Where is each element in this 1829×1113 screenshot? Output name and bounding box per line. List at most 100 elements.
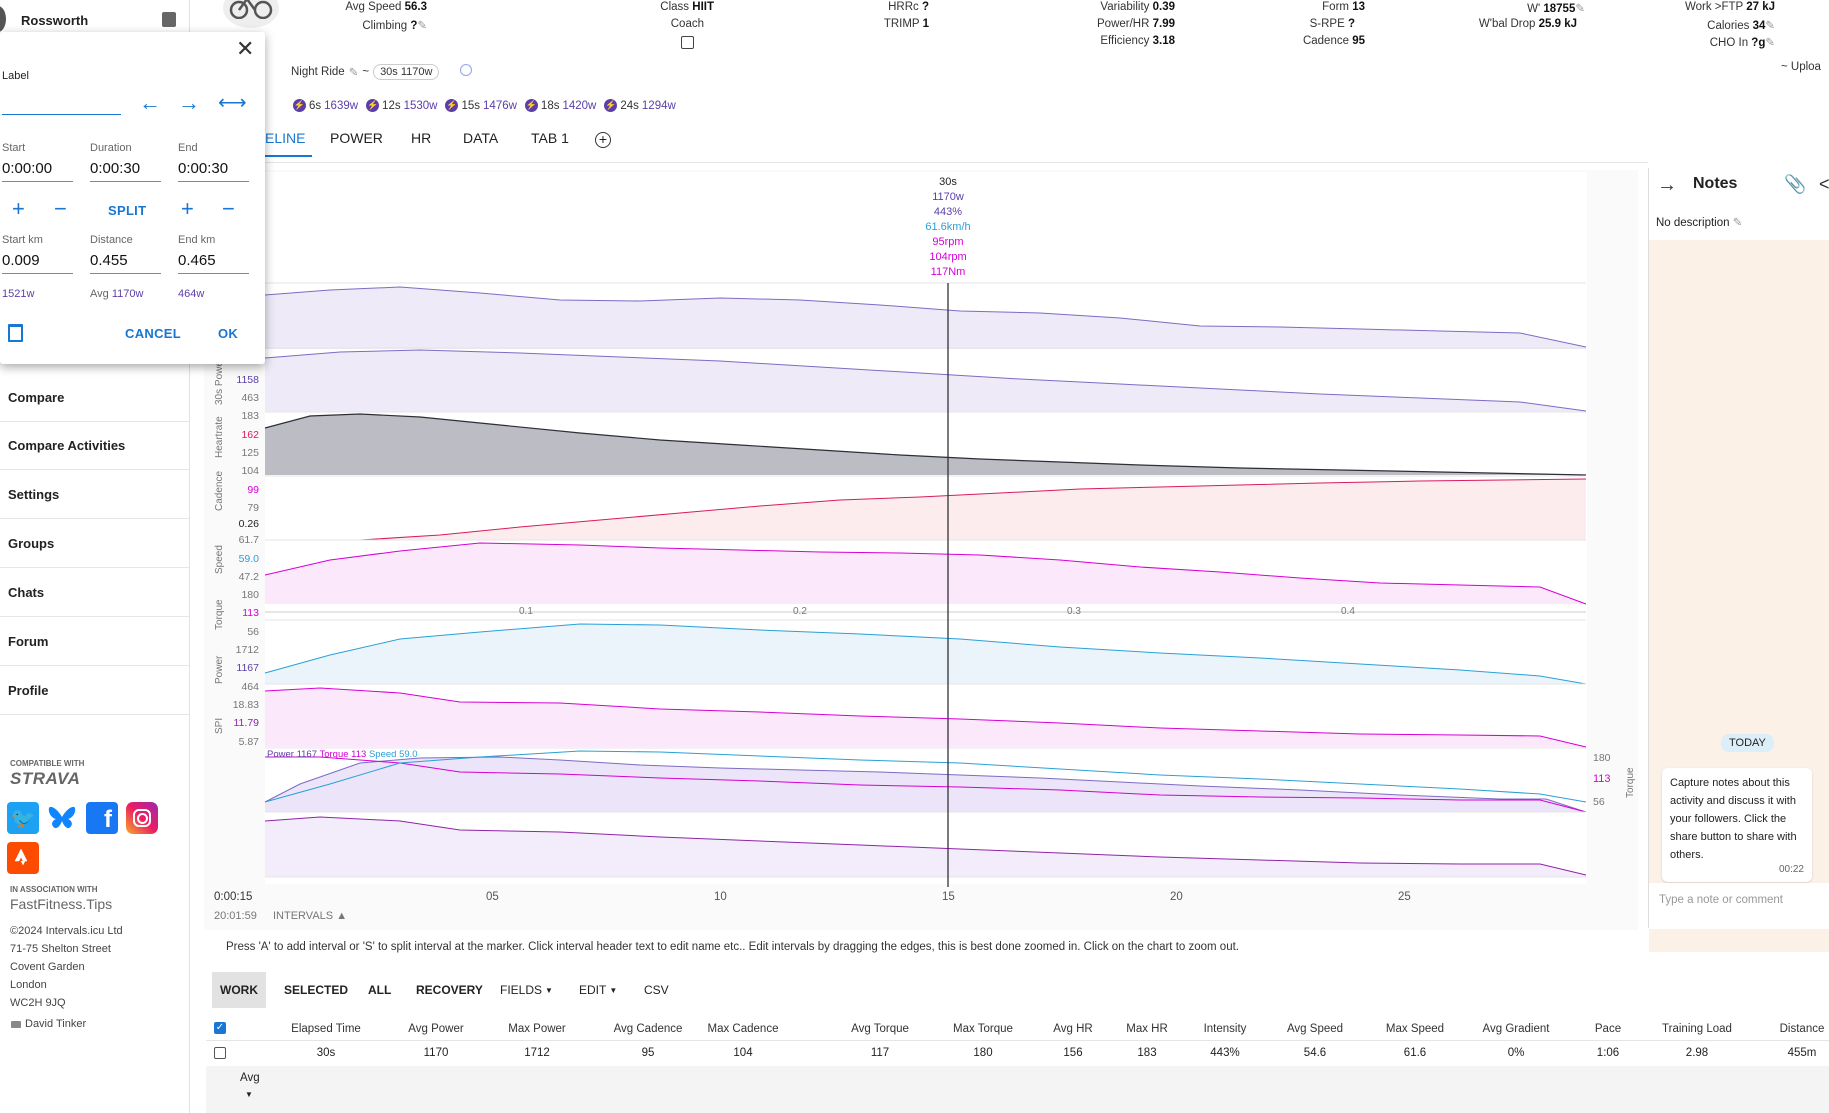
share-icon[interactable]: <: [1819, 174, 1829, 194]
activity-name[interactable]: Night Ride: [291, 66, 345, 78]
author-link[interactable]: David Tinker: [25, 1018, 87, 1030]
interval-chip[interactable]: 30s 1170w: [373, 64, 440, 80]
table-header[interactable]: Intensity: [1203, 1023, 1247, 1035]
start-plus-icon[interactable]: +: [12, 196, 25, 221]
table-header[interactable]: Avg Power: [408, 1023, 464, 1035]
edit-pencil-icon[interactable]: ✎: [1575, 3, 1585, 15]
btn-work[interactable]: WORK: [212, 972, 266, 1008]
table-header[interactable]: Max HR: [1126, 1023, 1168, 1035]
user-name[interactable]: Rossworth: [21, 13, 89, 28]
fastfitness-link[interactable]: FastFitness.Tips: [10, 896, 113, 912]
tab-power[interactable]: POWER: [330, 130, 383, 146]
table-header[interactable]: Elapsed Time: [291, 1023, 361, 1035]
add-tab-icon[interactable]: +: [595, 132, 611, 148]
sidebar-item-groups[interactable]: Groups: [0, 520, 189, 568]
table-header[interactable]: Avg Torque: [851, 1023, 909, 1035]
chart-legend: Power 1167 Torque 113 Speed 59.0: [267, 749, 418, 760]
upload-link[interactable]: ~ Uploa: [1781, 61, 1821, 73]
notes-description[interactable]: No description ✎: [1656, 215, 1742, 229]
cancel-button[interactable]: CANCEL: [125, 326, 181, 341]
row-checkbox[interactable]: [214, 1047, 226, 1059]
edit-pencil-icon[interactable]: ✎: [348, 67, 359, 79]
ok-button[interactable]: OK: [218, 326, 239, 341]
document-icon[interactable]: [162, 12, 176, 27]
peak-chip[interactable]: ⚡ 12s 1530w: [366, 99, 437, 112]
search-icon[interactable]: [460, 64, 472, 76]
tab-1[interactable]: TAB 1: [531, 130, 569, 146]
move-right-icon[interactable]: →: [178, 90, 200, 115]
peak-chip[interactable]: ⚡ 6s 1639w: [293, 99, 358, 112]
caret-down-icon[interactable]: ▼: [245, 1090, 253, 1099]
mail-icon[interactable]: [11, 1021, 21, 1028]
start-km-input[interactable]: 0.009: [2, 252, 73, 274]
table-header[interactable]: Avg Gradient: [1482, 1023, 1550, 1035]
edit-pencil-icon[interactable]: ✎: [1732, 217, 1743, 229]
end-input[interactable]: 0:00:30: [178, 160, 249, 182]
label-input[interactable]: [2, 114, 121, 115]
start-minus-icon[interactable]: −: [54, 196, 67, 221]
class-label: Class: [660, 1, 690, 13]
close-icon[interactable]: ✕: [236, 36, 255, 61]
delete-icon[interactable]: [8, 324, 23, 342]
table-header[interactable]: Max Speed: [1385, 1023, 1445, 1035]
sidebar-item-compare-activities[interactable]: Compare Activities: [0, 422, 189, 470]
tabs-divider: [189, 162, 1648, 163]
table-row[interactable]: [206, 1040, 1829, 1067]
peak-chip[interactable]: ⚡ 18s 1420w: [524, 99, 596, 112]
expand-width-icon[interactable]: ⟷: [218, 92, 247, 114]
right-axis-label: 56: [1593, 796, 1605, 808]
table-header[interactable]: Max Torque: [953, 1023, 1013, 1035]
table-header[interactable]: Avg Speed: [1286, 1023, 1344, 1035]
end-km-input[interactable]: 0.465: [178, 252, 249, 274]
table-header[interactable]: Max Cadence: [707, 1023, 779, 1035]
instagram-icon[interactable]: [126, 802, 158, 834]
edit-pencil-icon[interactable]: ✎: [1765, 20, 1775, 32]
intervals-toggle[interactable]: INTERVALS ▲: [273, 910, 347, 922]
facebook-icon[interactable]: f: [86, 802, 118, 834]
end-minus-icon[interactable]: −: [222, 196, 235, 221]
tab-data[interactable]: DATA: [463, 130, 499, 146]
move-left-icon[interactable]: ←: [139, 90, 161, 115]
note-input[interactable]: Type a note or comment: [1659, 894, 1784, 906]
btn-selected[interactable]: SELECTED: [284, 983, 349, 997]
table-header[interactable]: Pace: [1594, 1023, 1622, 1035]
peak-chip[interactable]: ⚡ 24s 1294w: [604, 99, 676, 112]
strava-logo: STRAVA: [10, 769, 81, 788]
attachment-icon[interactable]: 📎: [1784, 174, 1807, 194]
sidebar-item-compare[interactable]: Compare: [0, 374, 189, 422]
avatar[interactable]: [0, 6, 6, 32]
tab-hr[interactable]: HR: [411, 130, 432, 146]
btn-fields[interactable]: FIELDS ▼: [492, 972, 561, 1008]
sidebar-item-settings[interactable]: Settings: [0, 471, 189, 519]
sidebar-item-forum[interactable]: Forum: [0, 618, 189, 666]
btn-edit[interactable]: EDIT ▼: [571, 972, 625, 1008]
start-input[interactable]: 0:00:00: [2, 160, 73, 182]
table-header[interactable]: Distance: [1779, 1023, 1825, 1035]
table-header[interactable]: Avg Cadence: [613, 1023, 683, 1035]
twitter-icon[interactable]: 🐦: [7, 802, 39, 834]
bluesky-icon[interactable]: [46, 802, 78, 834]
peak-chip[interactable]: ⚡ 15s 1476w: [445, 99, 517, 112]
sidebar-item-chats[interactable]: Chats: [0, 569, 189, 617]
table-header[interactable]: Avg HR: [1053, 1023, 1093, 1035]
btn-csv[interactable]: CSV: [644, 983, 669, 997]
edit-pencil-icon[interactable]: ✎: [1765, 37, 1775, 49]
end-plus-icon[interactable]: +: [181, 196, 194, 221]
coach-checkbox[interactable]: [681, 36, 694, 49]
table-header[interactable]: Max Power: [508, 1023, 566, 1035]
select-all-checkbox[interactable]: ✓: [214, 1022, 226, 1034]
split-button[interactable]: SPLIT: [108, 203, 147, 218]
btn-all[interactable]: ALL: [368, 983, 392, 997]
table-header[interactable]: Training Load: [1662, 1023, 1732, 1035]
peak-watts: 1476w: [483, 99, 517, 112]
edit-pencil-icon[interactable]: ✎: [417, 20, 427, 32]
tab-timeline[interactable]: ELINE: [265, 130, 306, 146]
btn-recovery[interactable]: RECOVERY: [416, 983, 483, 997]
axis-value-label: 464: [241, 681, 259, 693]
sidebar-item-profile[interactable]: Profile: [0, 667, 189, 715]
strava-app-icon[interactable]: [7, 842, 39, 874]
distance-input[interactable]: 0.455: [90, 252, 161, 274]
duration-input[interactable]: 0:00:30: [90, 160, 161, 182]
arrow-right-icon[interactable]: →: [1657, 174, 1677, 196]
